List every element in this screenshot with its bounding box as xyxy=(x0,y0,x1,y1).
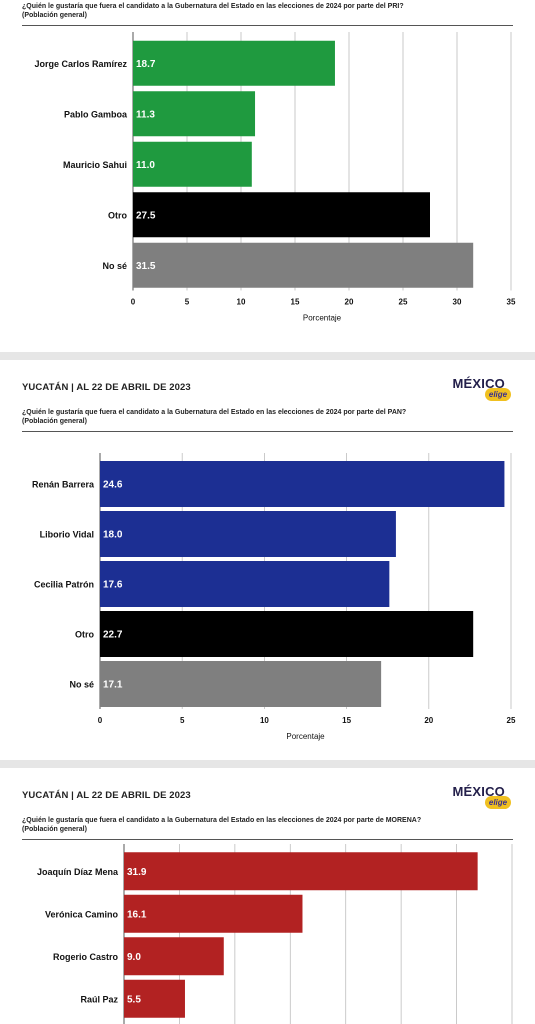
logo-badge: elige xyxy=(485,388,511,401)
bar xyxy=(133,40,335,86)
population-note: (Población general) xyxy=(22,418,87,425)
chart-question: ¿Quién le gustaría que fuera el candidat… xyxy=(22,408,513,426)
chart-panel-pan: YUCATÁN | AL 22 DE ABRIL DE 2023 MÉXICO … xyxy=(0,360,535,760)
bar-value-label: 18.7 xyxy=(136,59,156,70)
mexico-elige-logo: MÉXICO elige xyxy=(431,784,511,812)
question-text: ¿Quién le gustaría que fuera el candidat… xyxy=(22,409,407,416)
panel-header: YUCATÁN | AL 22 DE ABRIL DE 2023 MÉXICO … xyxy=(22,376,513,401)
bar-value-label: 11.3 xyxy=(136,109,155,120)
category-label: Verónica Camino xyxy=(45,909,119,919)
bar xyxy=(133,192,430,238)
category-label: Renán Barrera xyxy=(32,480,95,490)
x-tick-label: 0 xyxy=(131,298,136,307)
bar-value-label: 18.0 xyxy=(103,530,123,541)
category-label: Liborio Vidal xyxy=(40,530,94,540)
category-label: Raúl Paz xyxy=(80,994,118,1004)
region-date-label: YUCATÁN | AL 22 DE ABRIL DE 2023 xyxy=(22,382,191,393)
question-text: ¿Quién le gustaría que fuera el candidat… xyxy=(22,3,404,10)
mexico-elige-logo: MÉXICO elige xyxy=(431,376,511,404)
bar-value-label: 17.1 xyxy=(103,680,123,691)
panel-header: YUCATÁN | AL 22 DE ABRIL DE 2023 MÉXICO … xyxy=(22,784,513,809)
bar xyxy=(100,611,474,657)
x-tick-label: 35 xyxy=(507,298,516,307)
population-note: (Población general) xyxy=(22,12,87,19)
x-tick-label: 15 xyxy=(291,298,300,307)
bar-value-label: 17.6 xyxy=(103,580,123,591)
category-label: Joaquín Díaz Mena xyxy=(37,867,119,877)
x-tick-label: 20 xyxy=(424,716,433,725)
bar-chart-pan: 24.6 Renán Barrera 18.0 Liborio Vidal 17.6 Ce… xyxy=(32,453,516,741)
x-tick-label: 25 xyxy=(507,716,516,725)
x-tick-label: 30 xyxy=(453,298,462,307)
bar xyxy=(100,661,382,707)
bar xyxy=(124,894,303,933)
x-tick-label: 10 xyxy=(237,298,246,307)
bar xyxy=(100,511,396,557)
question-text: ¿Quién le gustaría que fuera el candidat… xyxy=(22,817,422,824)
x-tick-label: 5 xyxy=(185,298,190,307)
bar-value-label: 22.7 xyxy=(103,630,123,641)
bar xyxy=(133,242,474,288)
bar xyxy=(124,937,224,976)
bar-value-label: 5.5 xyxy=(127,994,141,1005)
x-tick-label: 0 xyxy=(98,716,103,725)
category-label: Rogerio Castro xyxy=(53,952,119,962)
bar-value-label: 31.9 xyxy=(127,867,147,878)
chart-question: ¿Quién le gustaría que fuera el candidat… xyxy=(22,816,513,834)
chart-panel-pri: ¿Quién le gustaría que fuera el candidat… xyxy=(0,0,535,352)
category-label: Otro xyxy=(108,210,128,220)
bar-value-label: 16.1 xyxy=(127,909,147,920)
question-divider xyxy=(22,839,513,840)
bar-value-label: 31.5 xyxy=(136,261,156,272)
logo-wordmark: MÉXICO xyxy=(452,376,505,391)
bar xyxy=(100,461,505,507)
region-date-label: YUCATÁN | AL 22 DE ABRIL DE 2023 xyxy=(22,790,191,801)
x-axis-title: Porcentaje xyxy=(286,732,325,741)
bar-value-label: 11.0 xyxy=(136,160,155,171)
logo-badge: elige xyxy=(485,796,511,809)
chart-question: ¿Quién le gustaría que fuera el candidat… xyxy=(22,2,513,20)
logo-wordmark: MÉXICO xyxy=(452,784,505,799)
bar xyxy=(133,141,252,187)
question-divider xyxy=(22,25,513,26)
category-label: Mauricio Sahui xyxy=(63,160,127,170)
category-label: No sé xyxy=(102,261,127,271)
category-label: Pablo Gamboa xyxy=(64,109,128,119)
x-tick-label: 5 xyxy=(180,716,185,725)
x-tick-label: 10 xyxy=(260,716,269,725)
x-tick-label: 15 xyxy=(342,716,351,725)
bar xyxy=(124,979,185,1018)
bar-value-label: 9.0 xyxy=(127,952,141,963)
chart-panel-morena: YUCATÁN | AL 22 DE ABRIL DE 2023 MÉXICO … xyxy=(0,768,535,1024)
category-label: Jorge Carlos Ramírez xyxy=(34,59,127,69)
category-label: Cecilia Patrón xyxy=(34,580,94,590)
x-tick-label: 25 xyxy=(399,298,408,307)
bar-chart-pri: 18.7 Jorge Carlos Ramírez 11.3 Pablo Gamboa… xyxy=(34,32,516,323)
category-label: No sé xyxy=(69,680,94,690)
x-tick-label: 20 xyxy=(345,298,354,307)
bar-chart-morena: 31.9 Joaquín Díaz Mena 16.1 Verónica Camino… xyxy=(37,844,513,1024)
population-note: (Población general) xyxy=(22,826,87,833)
x-axis-title: Porcentaje xyxy=(303,314,342,323)
question-divider xyxy=(22,431,513,432)
bar xyxy=(100,561,390,607)
bar-value-label: 27.5 xyxy=(136,210,156,221)
bar xyxy=(133,91,256,137)
category-label: Otro xyxy=(75,630,95,640)
bar-value-label: 24.6 xyxy=(103,480,123,491)
bar xyxy=(124,852,478,891)
